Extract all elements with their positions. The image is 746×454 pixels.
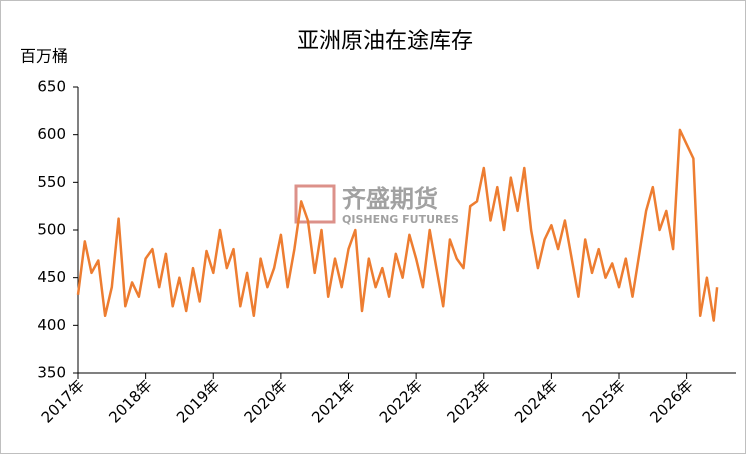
y-tick-label: 350 — [37, 364, 66, 382]
watermark-logo — [294, 184, 336, 224]
y-axis-label: 百万桶 — [20, 47, 68, 66]
watermark-name: 齐盛期货 — [342, 185, 438, 213]
watermark-en: QISHENG FUTURES — [342, 213, 459, 226]
watermark: 齐盛期货 QISHENG FUTURES — [294, 184, 459, 226]
y-tick-label: 550 — [37, 173, 66, 191]
chart-title: 亚洲原油在途库存 — [297, 29, 473, 54]
y-tick-label: 650 — [37, 78, 66, 96]
y-tick-label: 500 — [37, 221, 66, 239]
data-line — [76, 128, 719, 322]
y-tick-label: 450 — [37, 268, 66, 286]
y-tick-label: 600 — [37, 125, 66, 143]
y-tick-label: 400 — [37, 316, 66, 334]
